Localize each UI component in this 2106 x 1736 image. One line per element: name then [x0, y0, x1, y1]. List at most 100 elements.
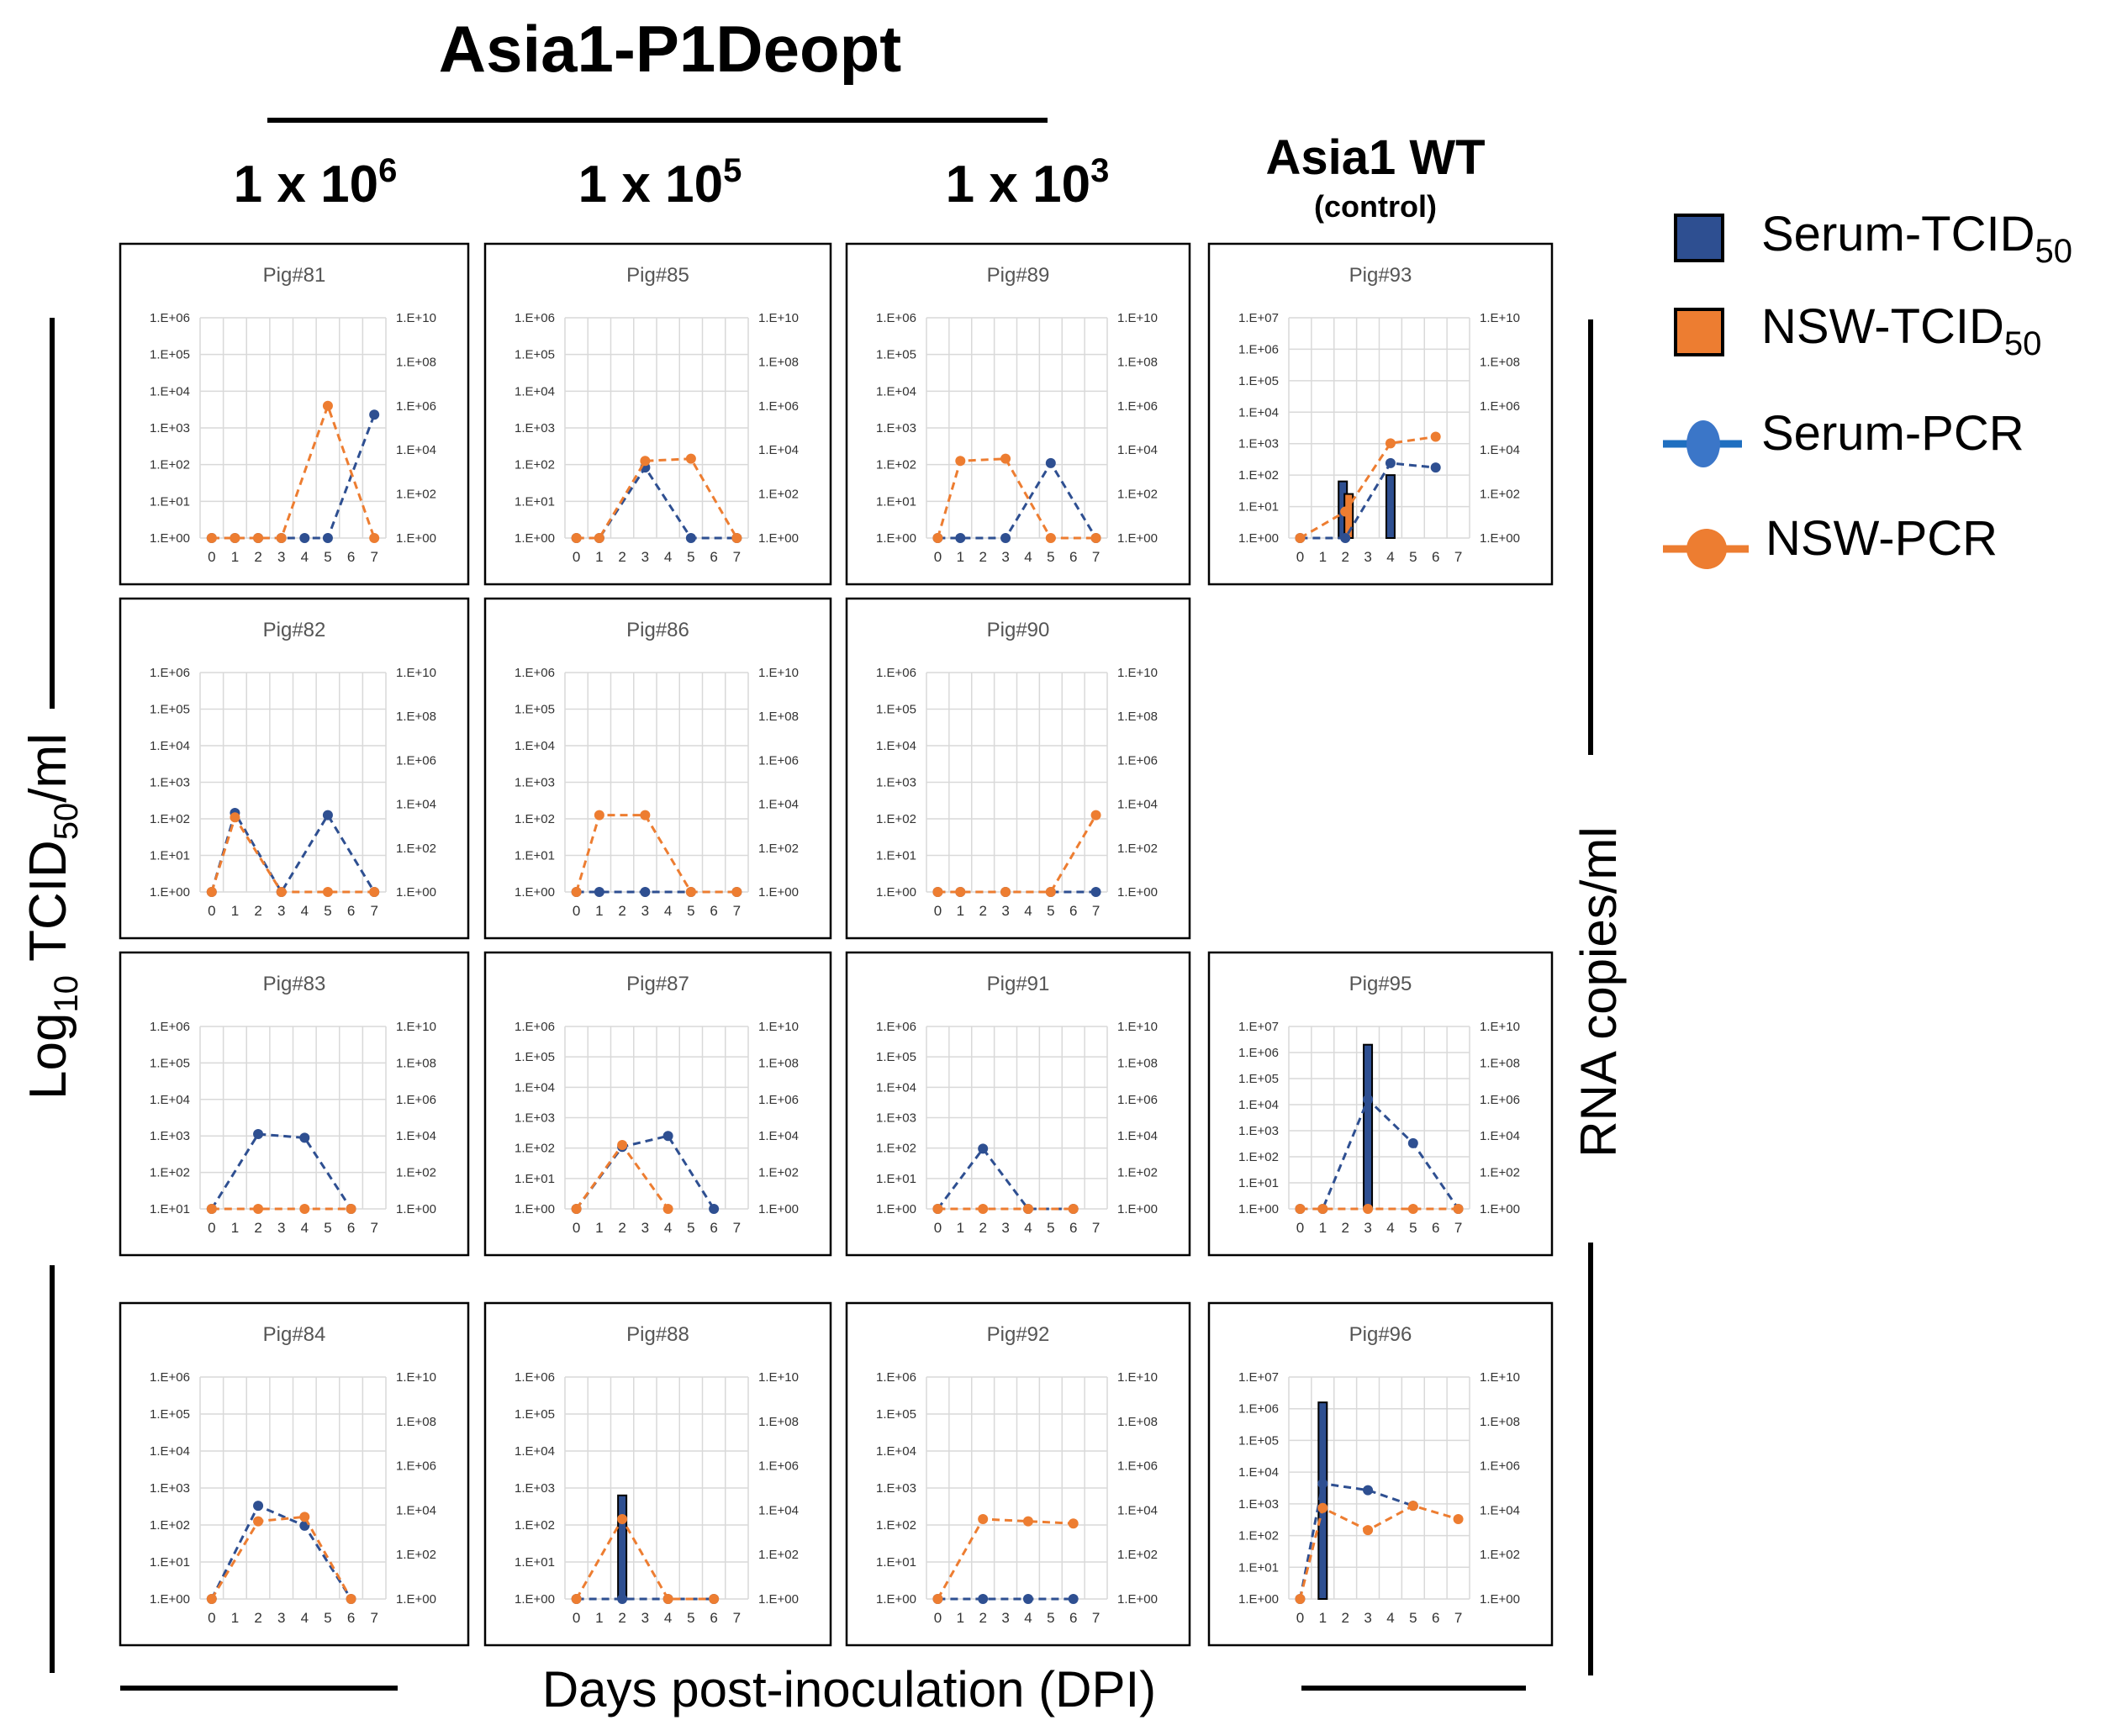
x-tick-label: 6: [1069, 549, 1077, 565]
right-tick-label: 1.E+02: [396, 842, 436, 856]
right-tick-label: 1.E+06: [758, 1093, 799, 1107]
nsw-pcr-line: [936, 457, 1096, 540]
panel-frame: [1207, 951, 1554, 1257]
x-tick-label: 1: [231, 1220, 239, 1236]
x-tick-label: 3: [277, 1610, 285, 1626]
serum-pcr-line: [1298, 1482, 1414, 1600]
right-tick-label: 1.E+00: [758, 1592, 799, 1607]
x-tick-label: 6: [710, 903, 717, 919]
nsw-pcr-point: [1385, 438, 1396, 449]
nsw-pcr-point: [369, 887, 380, 897]
right-tick-label: 1.E+00: [396, 1592, 436, 1607]
panel-title: Pig#93: [1349, 264, 1412, 287]
chart-panel: Pig#91 1.E+00 1.E+01 1.E+02 1.E+03 1.E+04 1.E+…: [845, 951, 1191, 1257]
left-tick-label: 1.E+03: [876, 776, 916, 790]
left-tick-label: 1.E+01: [150, 1202, 190, 1216]
left-tick-label: 1.E+02: [1238, 1529, 1279, 1543]
left-tick-label: 1.E+02: [876, 812, 916, 826]
right-tick-label: 1.E+10: [758, 311, 799, 325]
x-tick-label: 0: [208, 549, 215, 565]
left-tick-label: 1.E+01: [150, 1555, 190, 1570]
serum-pcr-point: [1430, 462, 1441, 473]
nsw-pcr-point: [1340, 506, 1351, 517]
left-tick-label: 1.E+07: [1238, 311, 1279, 325]
legend-serum-tcid-label: Serum-TCID50: [1761, 207, 2072, 270]
panel-title: Pig#89: [987, 264, 1050, 287]
right-tick-label: 1.E+00: [758, 885, 799, 900]
serum-pcr-point: [299, 1132, 310, 1143]
serum-pcr-point: [978, 1594, 989, 1604]
x-tick-label: 3: [1364, 1220, 1371, 1236]
serum-pcr-point: [640, 887, 651, 897]
serum-tcid-bar: [617, 1494, 628, 1601]
right-tick-label: 1.E+08: [1480, 1415, 1520, 1429]
control-header: Asia1 WT: [1265, 130, 1485, 185]
serum-pcr-line: [210, 1504, 352, 1600]
x-tick-label: 4: [664, 903, 672, 919]
right-tick-label: 1.E+02: [1117, 1166, 1158, 1180]
x-tick-label: 1: [231, 549, 239, 565]
x-axis-label: Days post-inoculation (DPI): [542, 1661, 1156, 1718]
left-tick-label: 1.E+07: [1238, 1020, 1279, 1034]
right-tick-label: 1.E+04: [396, 798, 436, 812]
x-tick-label: 4: [301, 1220, 309, 1236]
right-tick-label: 1.E+02: [758, 842, 799, 856]
nsw-pcr-point: [1407, 1501, 1418, 1512]
x-tick-label: 3: [1364, 1610, 1371, 1626]
left-tick-label: 1.E+03: [515, 1111, 555, 1126]
nsw-pcr-point: [571, 1594, 582, 1604]
left-tick-label: 1.E+01: [876, 494, 916, 509]
serum-pcr-point: [369, 409, 380, 420]
right-tick-label: 1.E+00: [396, 531, 436, 546]
left-tick-label: 1.E+07: [1238, 1370, 1279, 1385]
right-tick-label: 1.E+02: [758, 1166, 799, 1180]
right-tick-label: 1.E+08: [758, 710, 799, 724]
x-tick-label: 1: [231, 1610, 239, 1626]
left-tick-label: 1.E+03: [876, 421, 916, 435]
nsw-pcr-line: [210, 1515, 352, 1600]
left-tick-label: 1.E+05: [1238, 374, 1279, 388]
right-tick-label: 1.E+02: [1117, 488, 1158, 502]
x-tick-label: 1: [1319, 1610, 1327, 1626]
x-tick-label: 2: [618, 549, 625, 565]
right-tick-label: 1.E+10: [1117, 666, 1158, 680]
x-tick-label: 7: [1092, 1610, 1100, 1626]
chart-panel: Pig#82 1.E+00 1.E+01 1.E+02 1.E+03 1.E+04 1.E+…: [119, 597, 470, 940]
x-tick-label: 2: [1341, 1220, 1349, 1236]
x-tick-label: 2: [254, 903, 261, 919]
nsw-pcr-point: [594, 533, 604, 543]
left-tick-label: 1.E+03: [1238, 437, 1279, 451]
x-tick-label: 3: [277, 549, 285, 565]
left-tick-label: 1.E+00: [515, 531, 555, 546]
nsw-pcr-point: [731, 533, 742, 543]
left-tick-label: 1.E+00: [515, 1592, 555, 1607]
nsw-pcr-point: [685, 887, 696, 897]
left-tick-label: 1.E+06: [1238, 342, 1279, 356]
chart-panel: Pig#89 1.E+00 1.E+01 1.E+02 1.E+03 1.E+04 1.E+…: [845, 242, 1191, 586]
x-tick-label: 4: [301, 1610, 309, 1626]
left-tick-label: 1.E+06: [150, 1370, 190, 1385]
left-tick-label: 1.E+05: [515, 348, 555, 362]
left-tick-label: 1.E+03: [150, 421, 190, 435]
left-tick-label: 1.E+02: [515, 812, 555, 826]
left-tick-label: 1.E+03: [876, 1481, 916, 1496]
x-tick-label: 5: [687, 903, 694, 919]
x-tick-label: 2: [1341, 1610, 1349, 1626]
panel-frame: [119, 242, 470, 586]
x-tick-label: 3: [1364, 549, 1371, 565]
serum-pcr-point: [1022, 1594, 1033, 1604]
left-tick-label: 1.E+01: [150, 494, 190, 509]
nsw-pcr-point: [346, 1204, 356, 1214]
left-tick-label: 1.E+04: [150, 1093, 190, 1107]
x-tick-label: 5: [687, 1610, 694, 1626]
left-tick-label: 1.E+02: [150, 1166, 190, 1180]
x-tick-label: 0: [934, 903, 942, 919]
right-tick-label: 1.E+00: [758, 1202, 799, 1216]
x-tick-label: 6: [1432, 1220, 1439, 1236]
left-tick-label: 1.E+00: [150, 885, 190, 900]
left-tick-label: 1.E+05: [150, 1056, 190, 1070]
legend-serum-pcr-label: Serum-PCR: [1761, 406, 2024, 461]
right-tick-label: 1.E+04: [758, 443, 799, 457]
left-tick-label: 1.E+00: [515, 1202, 555, 1216]
